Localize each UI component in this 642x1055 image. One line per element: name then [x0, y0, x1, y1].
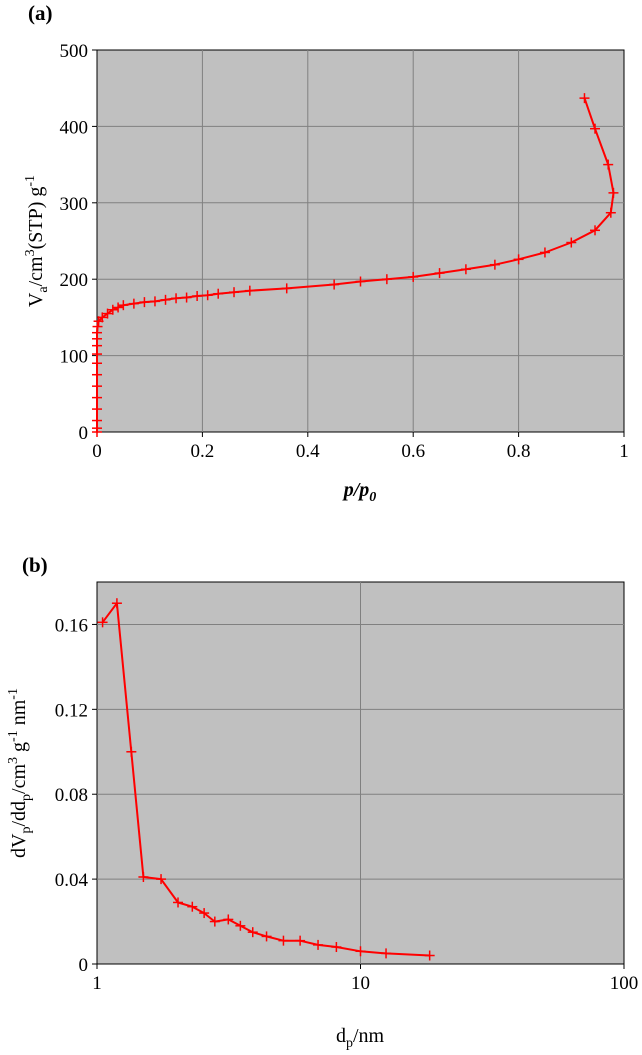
data-point [92, 349, 102, 360]
chart-b: (b) 1 10 100 0 0.04 0.08 0.12 0.16 dp/nm dVp/dd… [6, 553, 638, 1051]
data-point [213, 288, 224, 299]
data-point [539, 247, 550, 258]
data-point [92, 392, 102, 403]
data-point [278, 935, 289, 946]
data-point [229, 287, 240, 298]
y-tick-label: 400 [60, 117, 89, 138]
panel-b-label: (b) [22, 553, 48, 577]
data-point [92, 369, 102, 380]
y-tick-label: 0 [79, 423, 89, 444]
data-point [329, 279, 340, 290]
data-point [513, 254, 524, 265]
grid-b [97, 582, 624, 964]
data-point [199, 908, 210, 919]
data-point [247, 927, 258, 938]
x-tick-label: 10 [351, 973, 370, 994]
data-point [97, 312, 108, 323]
data-point [489, 259, 500, 270]
x-tick-label: 0.8 [507, 441, 531, 462]
data-point [113, 302, 124, 313]
data-point [281, 283, 292, 294]
data-point [92, 381, 102, 392]
data-point [381, 948, 392, 959]
data-point [192, 291, 203, 302]
data-point [118, 300, 129, 311]
x-tick-label: 1 [92, 973, 102, 994]
data-point [92, 404, 102, 415]
data-point [223, 914, 234, 925]
x-tick-label: 100 [610, 973, 639, 994]
data-point [173, 897, 184, 908]
ticks-a: 0 0.2 0.4 0.6 0.8 1 0 100 200 300 400 500 [60, 41, 629, 462]
data-point [381, 274, 392, 285]
x-axis-label-a: p/p0 [342, 479, 377, 505]
data-point [235, 920, 246, 931]
y-tick-label: 0.08 [55, 785, 88, 806]
data-point [566, 237, 577, 248]
data-point [355, 946, 366, 957]
y-tick-label: 0 [79, 955, 89, 976]
data-point [160, 294, 171, 305]
x-tick-label: 1 [619, 441, 629, 462]
x-tick-label: 0.4 [296, 441, 320, 462]
data-point [331, 942, 342, 953]
y-tick-label: 0.04 [55, 870, 89, 891]
data-point [424, 950, 435, 961]
data-point [608, 187, 619, 198]
data-point [261, 931, 272, 942]
data-point [92, 321, 103, 332]
data-point [590, 123, 601, 134]
data-point [171, 293, 182, 304]
data-point [92, 415, 102, 426]
y-tick-label: 100 [60, 347, 89, 368]
y-tick-label: 500 [60, 41, 89, 62]
series-b [97, 598, 435, 961]
data-point [434, 268, 445, 279]
y-tick-label: 0.16 [55, 615, 88, 636]
data-point [209, 916, 220, 927]
y-tick-label: 0.12 [55, 700, 88, 721]
ticks-b: 1 10 100 0 0.04 0.08 0.12 0.16 [55, 615, 639, 994]
x-tick-label: 0.2 [191, 441, 215, 462]
data-point [102, 308, 113, 319]
data-point [181, 292, 192, 303]
data-point [128, 298, 139, 309]
y-axis-label-b: dVp/ddp/cm3 g-1 nm-1 [6, 688, 34, 858]
data-point [355, 276, 366, 287]
x-tick-label: 0 [92, 441, 102, 462]
data-point [107, 304, 118, 315]
data-point [244, 285, 255, 296]
data-point [605, 207, 616, 218]
x-axis-label-b: dp/nm [336, 1025, 385, 1051]
y-axis-label-a: Va/cm3(STP) g-1 [23, 175, 51, 307]
data-point [92, 358, 102, 369]
data-point [138, 871, 149, 882]
data-point [579, 93, 590, 104]
x-tick-label: 0.6 [401, 441, 425, 462]
data-point [590, 225, 601, 236]
y-tick-label: 200 [60, 270, 89, 291]
data-point [97, 617, 108, 628]
data-point [295, 935, 306, 946]
data-point [126, 746, 137, 757]
data-point [156, 874, 167, 885]
panel-a-label: (a) [28, 1, 53, 25]
data-point [202, 290, 213, 301]
data-point [111, 598, 122, 609]
data-point [149, 296, 160, 307]
data-point [139, 297, 150, 308]
data-point [460, 264, 471, 275]
data-point [313, 939, 324, 950]
data-point [187, 901, 198, 912]
series-a [92, 93, 619, 437]
y-tick-label: 300 [60, 194, 89, 215]
data-point [603, 159, 614, 170]
plot-area-a [96, 49, 625, 433]
data-point [408, 271, 419, 282]
